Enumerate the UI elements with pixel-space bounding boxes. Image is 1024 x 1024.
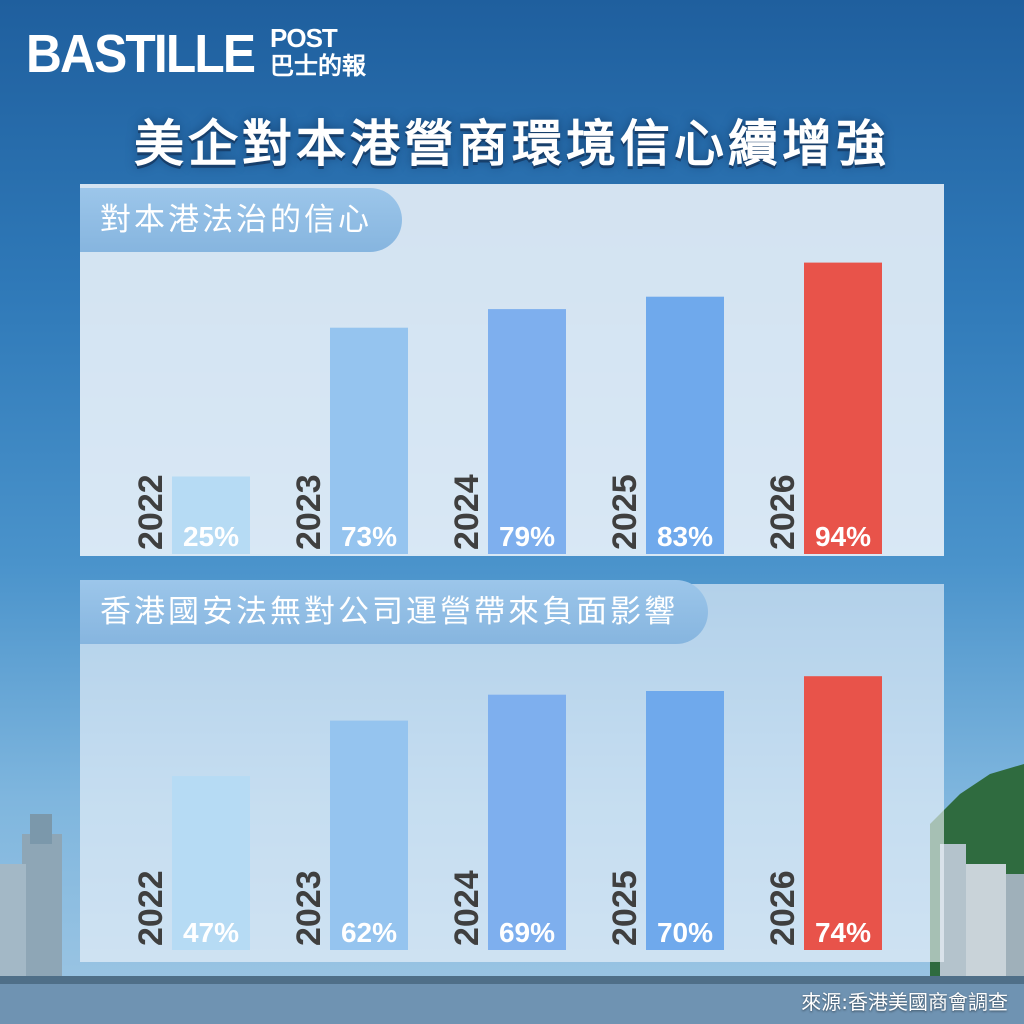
page-title: 美企對本港營商環境信心續增強: [134, 115, 890, 173]
bar-2025: [646, 691, 724, 950]
year-label-2024: 2024: [448, 474, 486, 550]
year-label-2025: 2025: [606, 870, 644, 946]
bar-2026: [804, 262, 882, 554]
logo-post-text: POST: [270, 23, 338, 53]
bar-2022: [172, 776, 250, 950]
year-label-2022: 2022: [132, 474, 170, 550]
source-note: 來源:香港美國商會調查: [801, 990, 1008, 1014]
value-label-2026: 94%: [815, 521, 871, 552]
city-skyline-background: [0, 764, 1024, 1024]
bar-2023: [330, 327, 408, 554]
value-label-2023: 73%: [341, 521, 397, 552]
chart-title-national-security-law: 香港國安法無對公司運營帶來負面影響: [80, 580, 708, 644]
bar-2026: [804, 676, 882, 950]
bar-chart-rule-of-law: 2022 25% 2023 73% 2024 79% 2025 83% 2026 94%: [132, 262, 882, 554]
value-label-2025: 83%: [657, 521, 713, 552]
value-label-2026: 74%: [815, 917, 871, 948]
bar-2022: [172, 476, 250, 554]
year-label-2023: 2023: [290, 870, 328, 946]
bar-2024: [488, 309, 566, 554]
year-label-2025: 2025: [606, 474, 644, 550]
year-label-2026: 2026: [764, 474, 802, 550]
value-label-2025: 70%: [657, 917, 713, 948]
chart-title-rule-of-law: 對本港法治的信心: [80, 188, 402, 252]
logo-chinese-text: 巴士的報: [270, 52, 366, 80]
logo-wordmark: BASTILLE: [26, 24, 256, 84]
value-label-2023: 62%: [341, 917, 397, 948]
value-label-2024: 79%: [499, 521, 555, 552]
bastille-post-logo: BASTILLE POST 巴士的報: [26, 18, 426, 84]
value-label-2022: 25%: [183, 521, 239, 552]
value-label-2024: 69%: [499, 917, 555, 948]
bar-chart-national-security-law: 2022 47% 2023 62% 2024 69% 2025 70% 2026 74%: [132, 676, 882, 950]
year-label-2024: 2024: [448, 870, 486, 946]
bar-2025: [646, 296, 724, 554]
year-label-2022: 2022: [132, 870, 170, 946]
year-label-2023: 2023: [290, 474, 328, 550]
year-label-2026: 2026: [764, 870, 802, 946]
bar-2024: [488, 694, 566, 950]
value-label-2022: 47%: [183, 917, 239, 948]
bar-2023: [330, 720, 408, 950]
